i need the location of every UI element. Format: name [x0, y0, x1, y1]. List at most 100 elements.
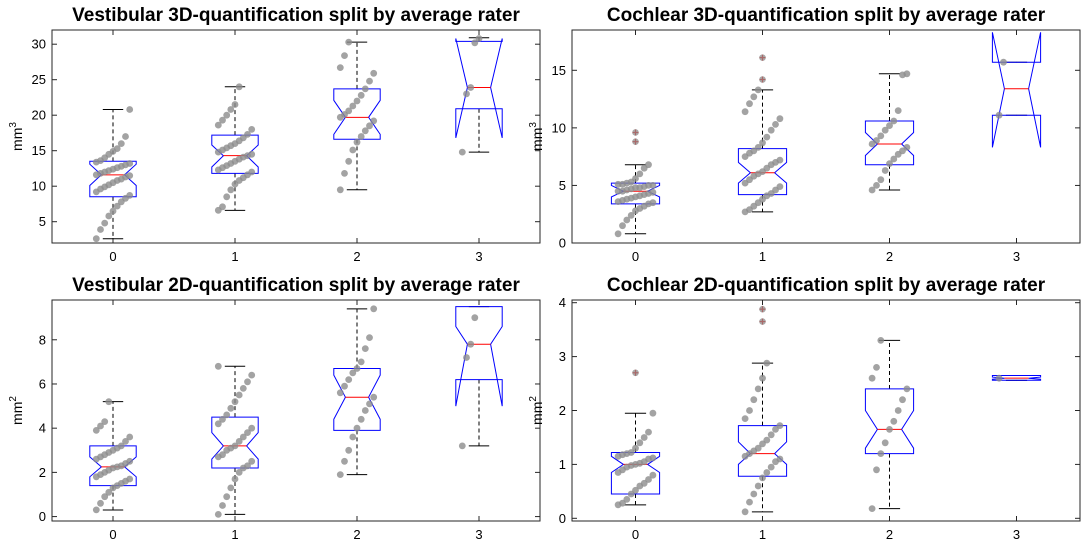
notched-box — [864, 388, 915, 455]
data-point — [995, 111, 1003, 119]
data-point — [746, 498, 753, 506]
data-point — [868, 374, 876, 382]
data-point — [244, 131, 251, 138]
y-axis-label: mm3 — [8, 122, 25, 151]
data-point — [101, 219, 109, 227]
data-point — [109, 207, 117, 215]
data-point — [361, 345, 369, 352]
data-point — [353, 138, 361, 146]
data-point — [475, 35, 483, 42]
data-point — [619, 222, 626, 230]
data-point — [227, 404, 235, 412]
data-point — [759, 318, 766, 325]
data-point — [349, 369, 357, 377]
data-point — [97, 226, 104, 233]
data-point — [763, 436, 771, 444]
y-tick-label: 8 — [39, 332, 46, 347]
y-tick-label: 30 — [32, 37, 46, 52]
x-tick-label: 2 — [353, 249, 360, 264]
data-point — [370, 305, 378, 313]
y-tick-label: 4 — [39, 421, 46, 436]
data-point — [341, 170, 348, 177]
data-point — [759, 374, 766, 382]
data-point — [877, 450, 885, 457]
data-point — [122, 438, 129, 445]
data-point — [750, 490, 758, 498]
data-point — [754, 482, 762, 490]
data-point — [632, 486, 639, 494]
y-tick-label: 10 — [552, 120, 566, 135]
data-point — [776, 115, 784, 123]
data-point — [113, 202, 121, 210]
data-point — [113, 145, 121, 153]
data-point — [467, 84, 475, 91]
data-point — [223, 411, 231, 419]
y-tick-label: 0 — [559, 236, 566, 251]
data-point — [223, 111, 231, 119]
data-point — [632, 138, 639, 145]
y-axis-label-base: mm — [9, 128, 25, 151]
data-point — [649, 182, 657, 189]
data-point — [640, 434, 648, 441]
data-point — [370, 69, 378, 77]
x-tick-label: 3 — [475, 527, 482, 542]
data-point — [231, 398, 239, 406]
x-tick-label: 3 — [1013, 527, 1020, 542]
data-point — [126, 106, 134, 113]
notched-box — [610, 452, 661, 495]
chart-panel-0: Vestibular 3D-quantification split by av… — [8, 5, 541, 264]
data-point — [995, 374, 1003, 382]
data-point — [886, 426, 893, 433]
data-point — [117, 140, 125, 148]
data-point — [776, 455, 784, 463]
data-point — [239, 385, 247, 392]
data-point — [105, 488, 113, 496]
x-tick-label: 2 — [886, 527, 893, 542]
data-point — [458, 442, 466, 450]
data-point — [349, 433, 357, 441]
data-point — [632, 129, 639, 136]
y-tick-label: 0 — [39, 509, 46, 524]
data-point — [227, 186, 235, 194]
y-tick-label: 0 — [559, 511, 566, 526]
y-axis-label-base: mm — [529, 128, 545, 151]
data-point — [746, 100, 753, 108]
data-point — [92, 235, 100, 243]
data-point — [370, 393, 378, 401]
y-axis-label-sup: 2 — [8, 396, 19, 402]
data-point — [881, 167, 889, 174]
data-point — [219, 451, 226, 459]
data-point — [741, 508, 749, 516]
data-point — [219, 116, 226, 124]
x-tick-label: 1 — [231, 527, 238, 542]
data-point — [632, 369, 639, 377]
data-point — [649, 188, 657, 196]
data-point — [231, 442, 239, 450]
data-point — [649, 409, 657, 417]
data-point — [873, 137, 880, 144]
y-tick-label: 15 — [552, 63, 566, 78]
data-point — [903, 70, 911, 78]
data-point — [349, 102, 357, 110]
data-point — [235, 469, 243, 476]
data-point — [227, 106, 235, 113]
data-point — [890, 155, 898, 163]
data-point — [349, 146, 357, 154]
data-point — [886, 160, 893, 168]
data-point — [345, 446, 353, 454]
data-point — [877, 176, 885, 184]
data-point — [345, 38, 353, 46]
y-axis-label-sup: 3 — [528, 122, 539, 128]
data-point — [345, 107, 353, 115]
data-point — [223, 193, 231, 201]
data-point — [763, 359, 771, 367]
data-point — [471, 314, 479, 322]
x-tick-label: 3 — [475, 249, 482, 264]
data-point — [754, 444, 762, 452]
data-point — [248, 150, 256, 158]
data-point — [353, 365, 361, 372]
y-tick-label: 2 — [39, 465, 46, 480]
data-point — [903, 144, 911, 151]
notched-box — [211, 416, 259, 469]
